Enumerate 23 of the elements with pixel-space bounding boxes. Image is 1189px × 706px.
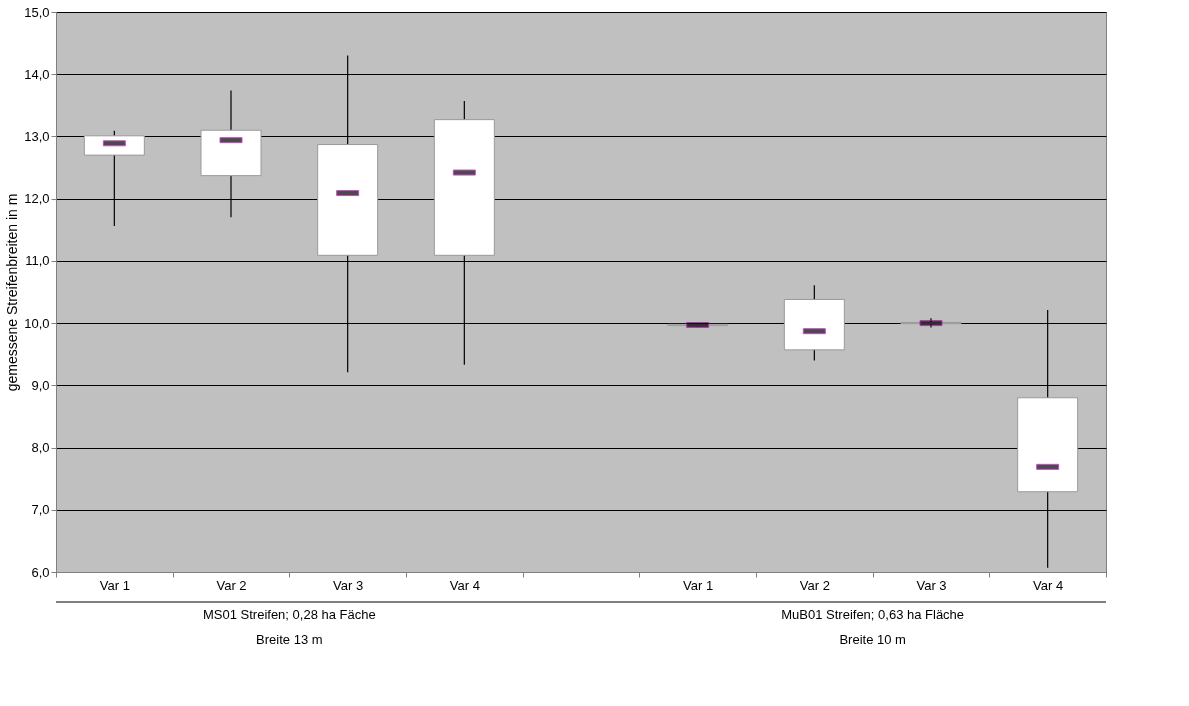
y-tick-label: 14,0 (24, 66, 50, 82)
x-tick-label: Var 2 (216, 577, 247, 593)
y-axis-title: gemessene Streifenbreiten in m (4, 193, 21, 392)
y-tick-label: 7,0 (31, 502, 50, 518)
text: Breite 10 m (839, 631, 906, 647)
x-tick-label: Var 4 (1033, 577, 1064, 593)
y-tick-label: 15,0 (24, 4, 50, 20)
y-tick-label: 12,0 (24, 191, 50, 207)
x-tick-label: Var 4 (449, 577, 480, 593)
y-tick-label: 13,0 (24, 128, 50, 144)
y-tick-label: 8,0 (31, 440, 50, 456)
y-tick-label: 6,0 (31, 564, 50, 580)
x-tick-label: Var 1 (683, 577, 714, 593)
y-tick-label: 9,0 (31, 377, 50, 393)
x-tick-label: Var 2 (799, 577, 830, 593)
x-tick-label: Var 3 (333, 577, 364, 593)
text: MuB01 Streifen; 0,63 ha Fläche (781, 606, 965, 622)
y-tick-label: 11,0 (25, 253, 50, 269)
text: MS01 Streifen; 0,28 ha Fäche (202, 606, 376, 622)
x-tick-label: Var 1 (99, 577, 130, 593)
x-tick-label: Var 3 (916, 577, 947, 593)
y-tick-label: 10,0 (24, 315, 50, 331)
text: Breite 13 m (256, 631, 323, 647)
